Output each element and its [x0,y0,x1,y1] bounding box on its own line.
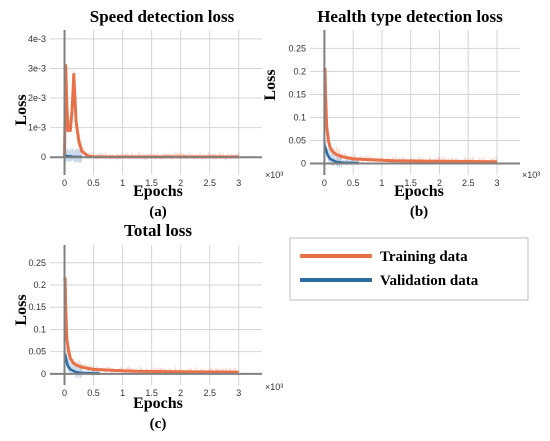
chart-c-xtick-label: 2 [178,388,183,398]
chart-a-xtick-label: 1 [120,178,125,188]
chart-a-xtick-label: 2 [178,178,183,188]
chart-b-plot-area: 0 0.5 1 1.5 2 2.5 3 0 0.05 0.1 0.15 0.2 0.25 [288,30,520,188]
chart-b-xlabel: Epochs [394,183,444,200]
chart-c-xtick-label: 0.5 [87,388,100,398]
chart-c-ylabel: Loss [13,294,30,325]
chart-b-xtick-label: 0 [322,178,327,188]
chart-b-xtick-label: 3 [494,178,499,188]
chart-b-training-line [322,67,498,164]
legend-box [289,237,529,301]
chart-a-xtick-label: 0.5 [87,178,100,188]
chart-b-xtick-label: 1.5 [404,178,417,188]
chart-a-title: Speed detection loss [90,7,235,26]
chart-c-xlabel: Epochs [133,395,183,412]
chart-b-x-multiplier: ×10³ [522,170,540,180]
chart-a-ytick-label: 4e-3 [28,34,46,44]
chart-b-xtick-label: 2.5 [462,178,475,188]
chart-a-ylabel: Loss [13,94,30,125]
chart-b-xtick-label: 0.5 [347,178,360,188]
chart-c-background [50,245,262,385]
chart-c-xtick-label: 1.5 [145,388,158,398]
chart-b-xtick-label: 1 [379,178,384,188]
chart-a-xlabel: Epochs [133,183,183,200]
chart-a-xtick-label: 0 [62,178,67,188]
chart-b-ytick-label: 0.1 [293,112,306,122]
chart-c-ytick-label: 0.2 [33,280,46,290]
chart-b-ylabel: Loss [262,69,279,100]
chart-c-xtick-label: 1 [120,388,125,398]
chart-b-ytick-label: 0.2 [293,66,306,76]
chart-a-ytick-label: 3e-3 [28,63,46,73]
chart-b-background [310,30,520,175]
chart-c-ytick-label: 0.05 [28,347,46,357]
chart-speed-detection-loss: Speed detection loss Loss Epochs (a) ×10… [13,7,283,220]
chart-b-ytick-label: 0.15 [288,89,306,99]
chart-total-loss: Total loss Loss Epochs (c) ×10³ 0 0.5 1 1.5… [13,221,283,432]
chart-c-xtick-label: 2.5 [203,388,216,398]
chart-c-title: Total loss [124,221,192,240]
legend-label-validation: Validation data [380,273,479,289]
chart-c-xtick-label: 0 [62,388,67,398]
chart-health-type-detection-loss: Health type detection loss Loss Epochs (… [262,7,540,220]
legend-label-training: Training data [380,249,468,265]
chart-c-ytick-label: 0 [41,369,46,379]
chart-c-ytick-label: 0.15 [28,302,46,312]
legend: Training data Validation data [289,237,529,301]
chart-a-x-multiplier: ×10³ [265,170,283,180]
chart-c-plot-area: 0 0.5 1 1.5 2 2.5 3 0 0.05 0.1 0.15 0.2 0.25 [28,245,262,398]
chart-b-title: Health type detection loss [317,7,503,26]
chart-a-plot-area: 0 0.5 1 1.5 2 2.5 3 0 1e-3 2e-3 3e-3 4e-3 [28,30,262,188]
chart-c-sublabel: (c) [150,416,167,432]
chart-a-xtick-label: 2.5 [203,178,216,188]
chart-b-sublabel: (b) [410,204,428,220]
chart-b-xtick-label: 2 [437,178,442,188]
chart-a-ytick-label: 0 [41,152,46,162]
chart-c-training-line [63,276,239,374]
chart-a-ytick-label: 2e-3 [28,93,46,103]
chart-c-ytick-label: 0.1 [33,324,46,334]
chart-c-x-multiplier: ×10³ [265,382,283,392]
chart-a-background [50,30,262,175]
chart-b-ytick-label: 0 [301,158,306,168]
chart-c-xtick-label: 3 [236,388,241,398]
chart-a-sublabel: (a) [149,204,167,220]
chart-b-ytick-label: 0.25 [288,43,306,53]
chart-c-ytick-label: 0.25 [28,258,46,268]
chart-a-ytick-label: 1e-3 [28,123,46,133]
chart-a-xtick-label: 1.5 [145,178,158,188]
chart-b-ytick-label: 0.05 [288,135,306,145]
chart-a-xtick-label: 3 [236,178,241,188]
